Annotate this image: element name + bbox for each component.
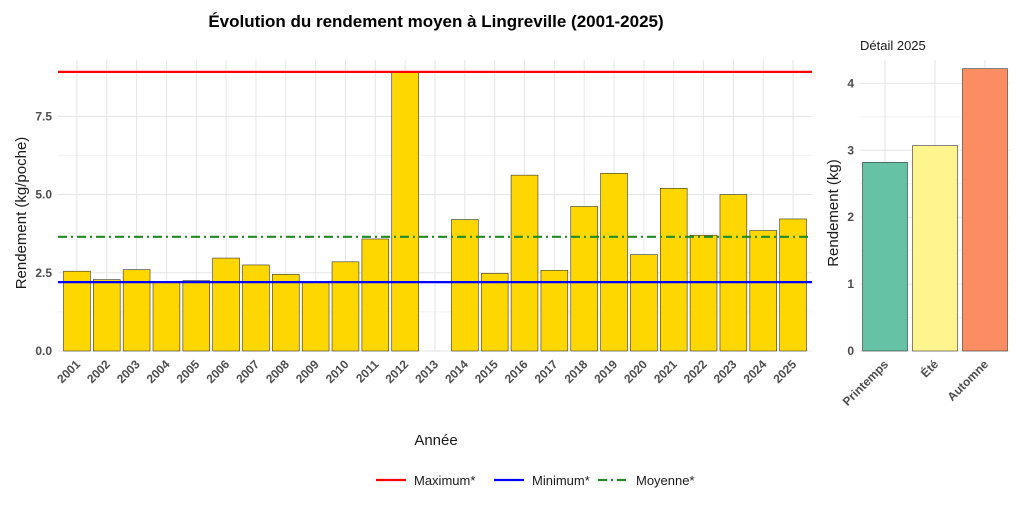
x-tick-label: 2023: [711, 357, 740, 386]
x-tick-label: 2016: [502, 357, 531, 386]
x-tick-label: Automne: [944, 357, 991, 404]
bar-2017: [540, 269, 569, 352]
bar-2021: [659, 187, 688, 352]
x-tick-label: 2018: [562, 357, 591, 386]
x-tick-label: 2014: [442, 357, 471, 386]
bar-Printemps: [862, 162, 908, 352]
detail-y-axis-label: Rendement (kg): [825, 159, 842, 267]
x-tick-label: 2002: [84, 357, 113, 386]
bar-2011: [361, 238, 390, 352]
bar-2019: [600, 172, 628, 352]
y-tick-label: 1: [847, 277, 854, 291]
x-tick-label: 2019: [591, 357, 620, 386]
main-y-axis-label: Rendement (kg/poche): [13, 137, 30, 290]
bar-2014: [451, 219, 479, 352]
bar-2009: [301, 281, 330, 352]
x-tick-label: 2017: [532, 357, 561, 386]
main-plot-area: 0.0 2.5 5.0 7.5 2001 2002 2003 2004 2005 2006 2007…: [35, 60, 812, 386]
detail-plot-area: 0 1 2 3 4 Printemps Été Automne: [840, 60, 1010, 409]
x-tick-label: 2004: [144, 357, 173, 386]
bar-2004: [152, 281, 181, 352]
detail-chart-title: Détail 2025: [860, 38, 926, 53]
bar-2015: [480, 273, 509, 352]
x-tick-label: 2008: [263, 357, 292, 386]
legend-label: Maximum*: [414, 473, 475, 488]
bar-2022: [689, 234, 718, 352]
x-tick-label: 2006: [203, 357, 232, 386]
y-tick-label: 5.0: [35, 188, 52, 202]
y-tick-label: 0.0: [35, 344, 52, 358]
x-tick-label: 2007: [233, 357, 262, 386]
x-tick-label: 2009: [293, 357, 322, 386]
y-tick-label: 2.5: [35, 266, 52, 280]
bar-2025: [779, 218, 807, 352]
bar-2020: [630, 254, 658, 352]
x-tick-label: 2011: [353, 357, 382, 386]
x-tick-label: 2010: [323, 357, 352, 386]
y-tick-label: 4: [847, 76, 854, 90]
bar-2008: [272, 274, 300, 352]
x-tick-label: Printemps: [840, 357, 892, 409]
y-tick-label: 7.5: [35, 109, 52, 123]
x-tick-label: 2001: [54, 357, 83, 386]
bar-2002: [93, 279, 121, 352]
x-tick-label: 2025: [770, 357, 799, 386]
legend-label: Moyenne*: [636, 473, 695, 488]
bar-2016: [510, 174, 539, 352]
bar-2005: [182, 280, 211, 352]
bar-Automne: [962, 68, 1008, 352]
x-tick-label: 2003: [114, 357, 143, 386]
bar-2010: [331, 261, 360, 352]
x-tick-label: 2022: [681, 357, 710, 386]
x-tick-label: 2021: [651, 357, 680, 386]
bar-2001: [63, 270, 91, 352]
legend: Maximum* Minimum* Moyenne*: [376, 473, 695, 488]
x-tick-label: 2024: [741, 357, 770, 386]
legend-label: Minimum*: [532, 473, 590, 488]
bar-2006: [212, 257, 240, 352]
main-chart-title: Évolution du rendement moyen à Lingrevil…: [208, 12, 663, 31]
main-x-axis-label: Année: [414, 432, 457, 449]
bar-Été: [912, 145, 958, 352]
bar-2023: [719, 194, 748, 352]
x-tick-label: 2005: [174, 357, 203, 386]
y-tick-label: 0: [847, 344, 854, 358]
x-tick-label: 2012: [382, 357, 411, 386]
bar-2024: [749, 230, 777, 352]
x-tick-label: 2020: [621, 357, 650, 386]
x-tick-label: 2015: [472, 357, 501, 386]
bar-2007: [242, 264, 270, 352]
bar-2018: [570, 206, 598, 352]
y-tick-label: 3: [847, 143, 854, 157]
bar-2012: [391, 71, 419, 352]
y-tick-label: 2: [847, 210, 854, 224]
x-tick-label: 2013: [412, 357, 441, 386]
x-tick-label: Été: [917, 356, 941, 380]
